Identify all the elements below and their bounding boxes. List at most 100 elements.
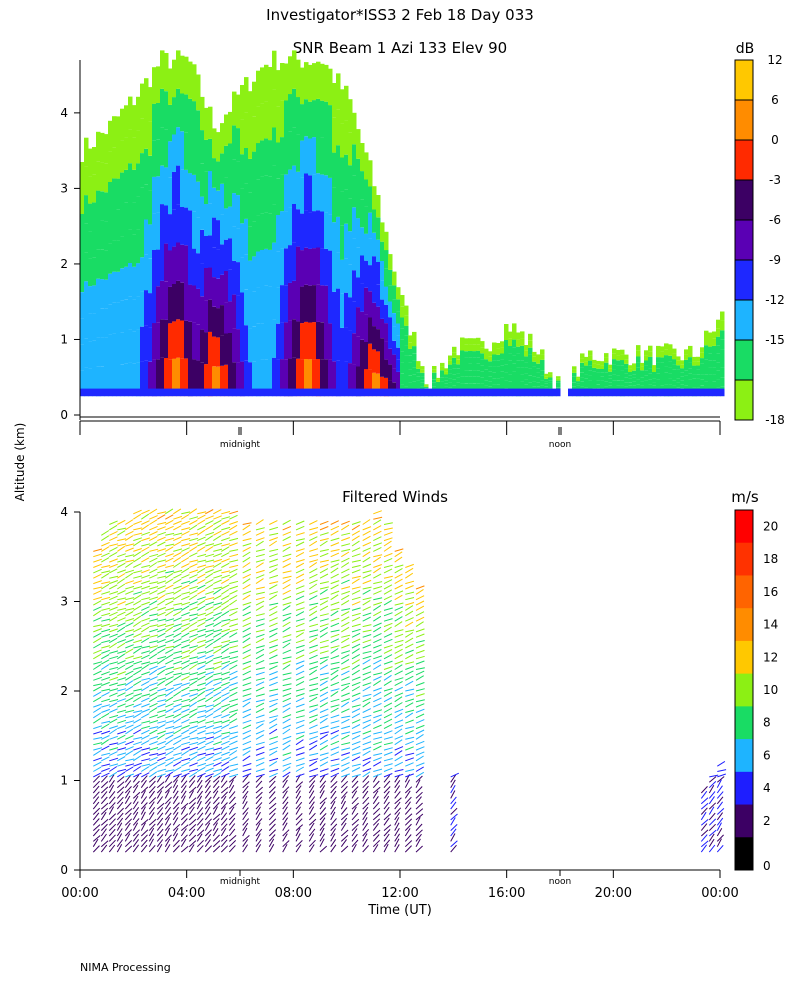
wind-barb (282, 728, 291, 735)
snr-cell (228, 143, 233, 175)
wind-barb (221, 647, 230, 654)
snr-cell (188, 359, 193, 397)
wind-barb (716, 779, 722, 788)
snr-cell (160, 280, 165, 320)
snr-cell (476, 370, 481, 377)
wind-barb (268, 802, 277, 810)
wind-barb (340, 785, 348, 794)
wind-barb (341, 586, 351, 590)
wind-barb (221, 618, 231, 622)
wind-barb (141, 734, 150, 740)
snr-cell (388, 301, 393, 318)
snr-cell (304, 62, 309, 100)
wind-barb (109, 520, 118, 525)
winds-x-tick-label: 00:00 (61, 886, 98, 901)
wind-barb (116, 796, 124, 805)
snr-cell (540, 380, 545, 386)
snr-cell (448, 355, 453, 360)
snr-cell (604, 377, 609, 382)
wind-barb (255, 796, 263, 805)
snr-cell (704, 374, 709, 382)
snr-cell (472, 344, 477, 352)
wind-barb (450, 828, 457, 837)
wind-barb (149, 634, 159, 638)
wind-barb (319, 600, 329, 606)
wind-barb (141, 626, 150, 633)
wind-barb (229, 585, 239, 590)
snr-cell (276, 178, 281, 215)
wind-barb (173, 585, 182, 590)
winds-colorbar-tick-label: 8 (763, 716, 771, 730)
wind-barb (101, 691, 110, 697)
wind-barb (415, 713, 425, 719)
wind-barb (295, 573, 305, 579)
snr-cell (572, 382, 577, 387)
snr-cell (408, 375, 413, 383)
wind-barb (351, 828, 358, 837)
snr-cell (88, 203, 93, 232)
snr-cell (424, 385, 429, 387)
snr-cell (584, 365, 589, 370)
wind-barb (269, 520, 278, 525)
snr-cell (376, 284, 381, 307)
wind-barb (212, 834, 220, 842)
wind-barb (255, 775, 263, 783)
wind-barb (373, 773, 382, 778)
snr-cell (396, 311, 401, 324)
snr-cell (468, 383, 473, 390)
wind-barb (282, 718, 291, 724)
wind-barb (157, 632, 166, 638)
snr-cell (184, 132, 189, 170)
snr-cell (444, 377, 449, 381)
wind-barb (220, 774, 227, 783)
snr-cell (252, 81, 257, 117)
snr-cell (236, 362, 241, 397)
wind-barb (708, 791, 716, 799)
wind-barb (269, 548, 279, 552)
snr-cell (104, 163, 109, 193)
wind-barb (132, 833, 140, 842)
snr-cell (168, 68, 173, 105)
snr-cell (380, 318, 385, 339)
wind-barb (189, 741, 199, 746)
wind-barb (269, 708, 278, 713)
snr-cell (620, 380, 625, 386)
wind-barb (157, 511, 167, 515)
wind-barb (141, 664, 150, 670)
wind-barb (269, 718, 278, 724)
snr-cell (440, 370, 445, 374)
wind-barb (242, 622, 252, 628)
wind-barb (351, 692, 361, 697)
snr-cell (380, 241, 385, 261)
wind-barb (255, 729, 265, 735)
wind-barb (295, 719, 305, 724)
wind-barb (373, 655, 383, 660)
snr-cell (104, 367, 109, 397)
snr-cell (392, 285, 397, 300)
wind-barb (383, 790, 390, 799)
wind-barb (700, 834, 708, 842)
snr-cell (348, 165, 353, 199)
wind-barb (181, 672, 191, 676)
wind-barb (394, 639, 404, 644)
snr-cell (360, 283, 365, 312)
wind-barb (229, 676, 238, 681)
snr-cell (504, 348, 509, 356)
wind-barb (213, 768, 223, 772)
wind-barb (341, 594, 350, 601)
snr-cell (352, 301, 357, 334)
wind-barb (282, 570, 292, 574)
snr-cell (132, 331, 137, 364)
wind-barb (92, 838, 99, 847)
snr-surface-cell (712, 388, 717, 397)
snr-cell (372, 372, 377, 397)
snr-cell (180, 131, 185, 170)
wind-barb (282, 697, 292, 703)
wind-barb (405, 661, 415, 665)
snr-cell (672, 348, 677, 354)
snr-cell (400, 362, 405, 374)
snr-cell (372, 349, 377, 373)
snr-cell (140, 326, 145, 362)
wind-barb (125, 763, 135, 767)
wind-barb (255, 578, 264, 585)
